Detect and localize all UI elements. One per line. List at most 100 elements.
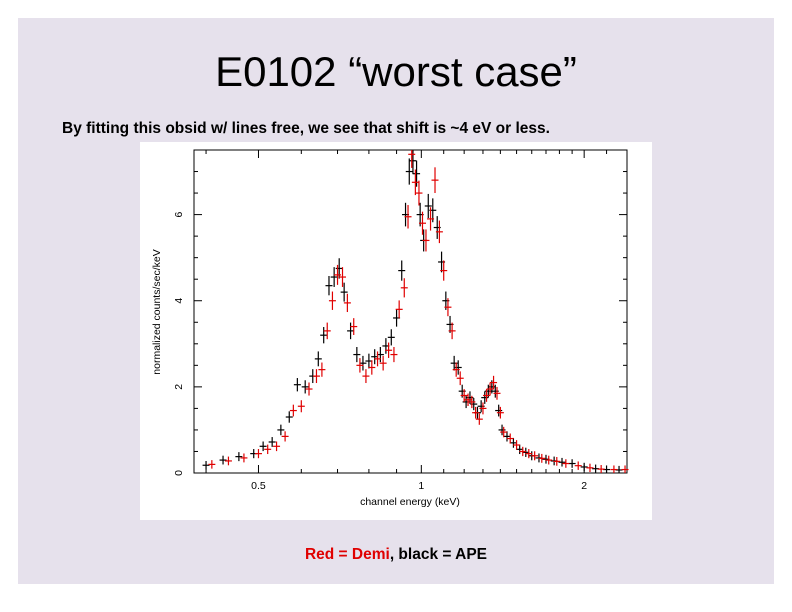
series-demi bbox=[208, 150, 629, 473]
data-point bbox=[427, 207, 435, 231]
data-point bbox=[379, 355, 387, 371]
caption-demi: Red = Demi bbox=[304, 546, 390, 563]
data-point bbox=[440, 260, 448, 281]
data-point bbox=[472, 406, 480, 419]
data-point bbox=[408, 150, 416, 168]
y-tick-label: 0 bbox=[173, 470, 185, 476]
data-point bbox=[448, 322, 456, 340]
data-point bbox=[460, 389, 468, 402]
data-point bbox=[580, 462, 588, 472]
data-point bbox=[235, 452, 243, 462]
data-point bbox=[531, 451, 539, 461]
slide-subtitle: By fitting this obsid w/ lines free, we … bbox=[62, 120, 550, 137]
data-point bbox=[477, 400, 485, 413]
data-point bbox=[400, 278, 408, 298]
legend-caption: Red = Demi, black = APE bbox=[0, 546, 792, 564]
data-point bbox=[586, 463, 594, 472]
data-point bbox=[335, 258, 343, 279]
data-point bbox=[481, 391, 489, 404]
data-point bbox=[268, 437, 276, 447]
plot-frame bbox=[193, 149, 628, 474]
data-point bbox=[314, 351, 322, 367]
data-point bbox=[289, 404, 297, 417]
data-point bbox=[264, 444, 272, 455]
data-point bbox=[522, 447, 530, 457]
data-point bbox=[496, 406, 504, 419]
data-point bbox=[495, 404, 503, 417]
caption-ape: , black = APE bbox=[389, 546, 488, 563]
data-point bbox=[456, 371, 464, 386]
data-point bbox=[277, 424, 285, 436]
data-point bbox=[362, 369, 370, 384]
data-point bbox=[347, 322, 355, 340]
data-point bbox=[359, 355, 367, 371]
data-point bbox=[320, 327, 328, 344]
data-point bbox=[475, 413, 483, 425]
data-point bbox=[621, 465, 629, 473]
data-point bbox=[328, 291, 336, 310]
y-tick-label: 6 bbox=[173, 212, 185, 218]
data-point bbox=[498, 424, 506, 436]
data-point bbox=[574, 461, 582, 470]
data-point bbox=[273, 441, 281, 452]
data-point bbox=[503, 431, 511, 442]
data-point bbox=[452, 362, 460, 377]
data-point bbox=[568, 459, 576, 468]
data-point bbox=[553, 457, 561, 466]
data-point bbox=[424, 193, 432, 219]
slide-title: E0102 “worst case” bbox=[215, 48, 577, 95]
x-tick-label: 1 bbox=[418, 480, 424, 492]
data-point bbox=[240, 453, 248, 463]
data-point bbox=[418, 211, 426, 235]
data-point bbox=[374, 351, 382, 367]
data-point bbox=[519, 446, 527, 457]
data-point bbox=[509, 437, 517, 448]
data-point bbox=[343, 293, 351, 313]
x-tick-label: 2 bbox=[581, 480, 587, 492]
data-point bbox=[356, 358, 364, 373]
data-point bbox=[208, 460, 216, 469]
data-point bbox=[305, 382, 313, 396]
data-point bbox=[312, 369, 320, 384]
data-point bbox=[323, 322, 331, 340]
series-ape bbox=[202, 150, 623, 473]
data-point bbox=[390, 346, 398, 363]
data-point bbox=[610, 465, 618, 473]
data-point bbox=[411, 169, 419, 196]
data-point bbox=[545, 455, 553, 465]
data-point bbox=[483, 389, 491, 402]
data-point bbox=[301, 380, 309, 394]
spectrum-plot: 0.5 1 2 0 2 4 6 channel energy (keV) normalize… bbox=[140, 142, 652, 520]
data-point bbox=[281, 431, 289, 442]
data-point bbox=[353, 346, 361, 363]
data-point bbox=[435, 220, 443, 244]
data-point bbox=[318, 362, 326, 377]
data-point bbox=[297, 400, 305, 413]
data-point bbox=[538, 453, 546, 463]
data-point bbox=[254, 449, 262, 459]
data-point bbox=[405, 158, 413, 185]
data-point bbox=[202, 461, 210, 470]
data-point bbox=[415, 180, 423, 206]
data-point bbox=[340, 282, 348, 302]
data-point bbox=[259, 441, 267, 452]
data-point bbox=[422, 229, 430, 252]
y-tick-label: 4 bbox=[173, 298, 185, 304]
data-point bbox=[486, 382, 494, 396]
data-point bbox=[493, 386, 501, 400]
data-point bbox=[491, 384, 499, 398]
data-point bbox=[395, 300, 403, 319]
data-point bbox=[404, 205, 412, 229]
data-point bbox=[387, 329, 395, 346]
data-point bbox=[398, 260, 406, 281]
data-point bbox=[562, 459, 570, 468]
data-point bbox=[468, 395, 476, 409]
data-point bbox=[219, 455, 227, 465]
data-point bbox=[293, 378, 301, 392]
y-tick-label: 2 bbox=[173, 384, 185, 390]
data-point bbox=[506, 433, 514, 444]
x-axis-label: channel energy (keV) bbox=[360, 496, 460, 508]
data-point bbox=[334, 264, 342, 285]
x-tick-label: 0.5 bbox=[251, 480, 266, 492]
spectrum-chart: 0.5 1 2 0 2 4 6 channel energy (keV) normalize… bbox=[151, 149, 629, 508]
